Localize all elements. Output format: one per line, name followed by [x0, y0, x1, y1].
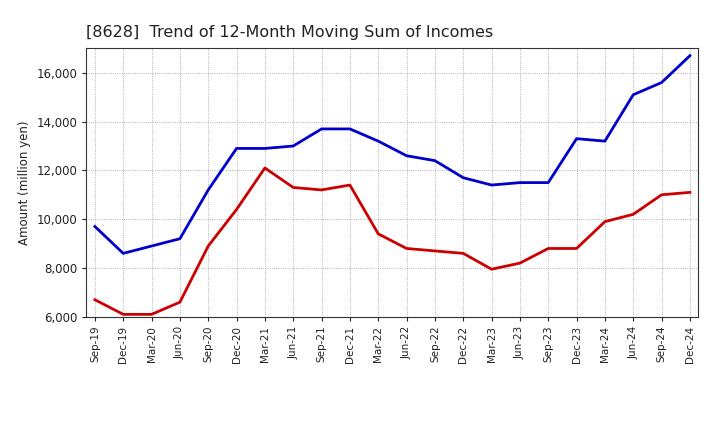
- Ordinary Income: [346, 126, 354, 132]
- Ordinary Income: [657, 80, 666, 85]
- Ordinary Income: [176, 236, 184, 242]
- Net Income: [374, 231, 382, 236]
- Ordinary Income: [544, 180, 552, 185]
- Net Income: [572, 246, 581, 251]
- Ordinary Income: [261, 146, 269, 151]
- Net Income: [600, 219, 609, 224]
- Ordinary Income: [629, 92, 637, 97]
- Y-axis label: Amount (million yen): Amount (million yen): [18, 121, 31, 245]
- Net Income: [289, 185, 297, 190]
- Net Income: [346, 183, 354, 188]
- Net Income: [204, 243, 212, 249]
- Net Income: [233, 207, 241, 212]
- Line: Ordinary Income: Ordinary Income: [95, 56, 690, 253]
- Ordinary Income: [233, 146, 241, 151]
- Ordinary Income: [431, 158, 439, 163]
- Net Income: [91, 297, 99, 302]
- Net Income: [431, 248, 439, 253]
- Net Income: [685, 190, 694, 195]
- Net Income: [629, 212, 637, 217]
- Ordinary Income: [685, 53, 694, 59]
- Ordinary Income: [516, 180, 524, 185]
- Net Income: [402, 246, 411, 251]
- Net Income: [516, 260, 524, 266]
- Text: [8628]  Trend of 12-Month Moving Sum of Incomes: [8628] Trend of 12-Month Moving Sum of I…: [86, 25, 493, 40]
- Ordinary Income: [487, 183, 496, 188]
- Net Income: [544, 246, 552, 251]
- Ordinary Income: [600, 139, 609, 144]
- Ordinary Income: [148, 243, 156, 249]
- Net Income: [148, 312, 156, 317]
- Net Income: [119, 312, 127, 317]
- Line: Net Income: Net Income: [95, 168, 690, 314]
- Ordinary Income: [459, 175, 467, 180]
- Ordinary Income: [91, 224, 99, 229]
- Ordinary Income: [572, 136, 581, 141]
- Net Income: [261, 165, 269, 171]
- Ordinary Income: [289, 143, 297, 149]
- Net Income: [176, 300, 184, 305]
- Net Income: [459, 251, 467, 256]
- Ordinary Income: [119, 251, 127, 256]
- Net Income: [487, 267, 496, 272]
- Ordinary Income: [204, 187, 212, 193]
- Ordinary Income: [402, 153, 411, 158]
- Net Income: [657, 192, 666, 198]
- Net Income: [318, 187, 326, 193]
- Ordinary Income: [318, 126, 326, 132]
- Ordinary Income: [374, 139, 382, 144]
